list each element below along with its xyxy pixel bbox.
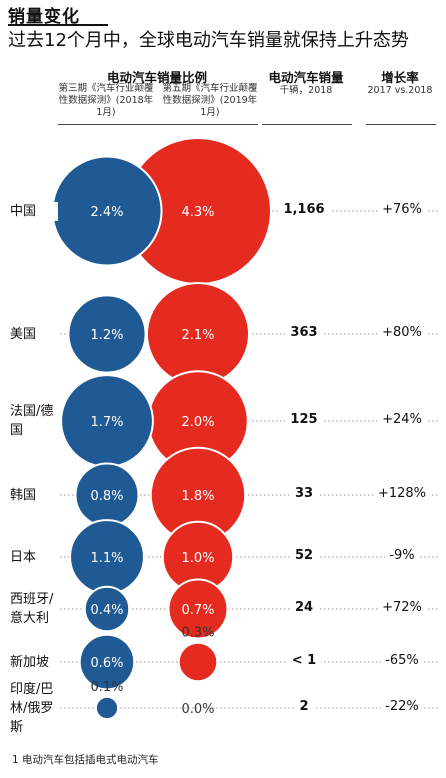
growth-value: +72%: [362, 600, 442, 615]
bubble-2018: [78, 633, 136, 691]
bubble-2019-label: 1.8%: [181, 489, 214, 504]
bubble-2019-label: 0.3%: [181, 626, 214, 641]
page-title: 销量变化: [8, 7, 80, 27]
sales-column-rule: [262, 124, 352, 125]
growth-value: +80%: [362, 325, 442, 340]
country-label: 日本: [10, 547, 58, 567]
country-label: 韩国: [10, 485, 58, 505]
bubble-2019-label: 1.0%: [181, 551, 214, 566]
bubble-2018-label: 1.1%: [90, 551, 123, 566]
country-label: 中国: [10, 201, 58, 221]
sales-value: 125: [264, 412, 344, 427]
bubble-2018-label: 2.4%: [90, 205, 123, 220]
bubble-2018-label: 0.6%: [90, 656, 123, 671]
bubble-2018: [67, 294, 147, 374]
sales-value: < 1: [264, 653, 344, 668]
bubble-2018-label: 1.7%: [90, 415, 123, 430]
growth-value: +128%: [362, 486, 442, 501]
title-underline: [8, 24, 108, 26]
country-label: 法国/德国: [10, 402, 58, 440]
sales-column-title: 电动汽车销量: [268, 70, 344, 85]
bubble-2019-label: 0.7%: [181, 603, 214, 618]
sales-value: 52: [264, 548, 344, 563]
sales-value: 363: [264, 325, 344, 340]
survey-5-label: 第五期《汽车行业颠覆性数据探测》(2019年1月): [162, 83, 258, 118]
growth-value: -9%: [362, 548, 442, 563]
bubble-2018: [94, 695, 120, 721]
bubble-2019: [177, 641, 219, 683]
share-column-rule: [58, 124, 258, 125]
bubble-2018: [83, 585, 131, 633]
growth-column-rule: [366, 124, 436, 125]
country-label: 美国: [10, 324, 58, 344]
growth-column-title: 增长率: [381, 70, 419, 85]
page-subtitle: 过去12个月中，全球电动汽车销量就保持上升态势: [8, 30, 409, 51]
bubble-2019: [167, 578, 229, 640]
bubble-2019-label: 4.3%: [181, 205, 214, 220]
sales-value: 33: [264, 486, 344, 501]
growth-value: -65%: [362, 653, 442, 668]
footnote: 1 电动汽车包括插电式电动汽车: [12, 754, 159, 766]
country-label: 新加坡: [10, 652, 58, 672]
bubble-2019-label: 2.0%: [181, 415, 214, 430]
country-label: 西班牙/意大利: [10, 590, 58, 628]
survey-3-label: 第三期《汽车行业颠覆性数据探测》(2018年1月): [58, 83, 154, 118]
growth-column-period: 2017 vs.2018: [367, 85, 433, 96]
sales-value: 2: [264, 699, 344, 714]
growth-value: +76%: [362, 202, 442, 217]
sales-value: 24: [264, 600, 344, 615]
bubble-2018-label: 0.4%: [90, 603, 123, 618]
bubble-2018-label: 0.1%: [90, 680, 123, 695]
growth-value: +24%: [362, 412, 442, 427]
bubble-2019-label: 2.1%: [181, 328, 214, 343]
bubble-2019-label: 0.0%: [181, 702, 214, 717]
sales-column-unit: 千辆，2018: [279, 85, 333, 96]
bubble-2018-label: 1.2%: [90, 328, 123, 343]
growth-value: -22%: [362, 699, 442, 714]
share-column-title: 电动汽车销量比例: [106, 70, 207, 85]
country-label: 印度/巴林/俄罗斯: [10, 679, 58, 737]
bubble-2018-label: 0.8%: [90, 489, 123, 504]
sales-value: 1,166: [264, 202, 344, 217]
